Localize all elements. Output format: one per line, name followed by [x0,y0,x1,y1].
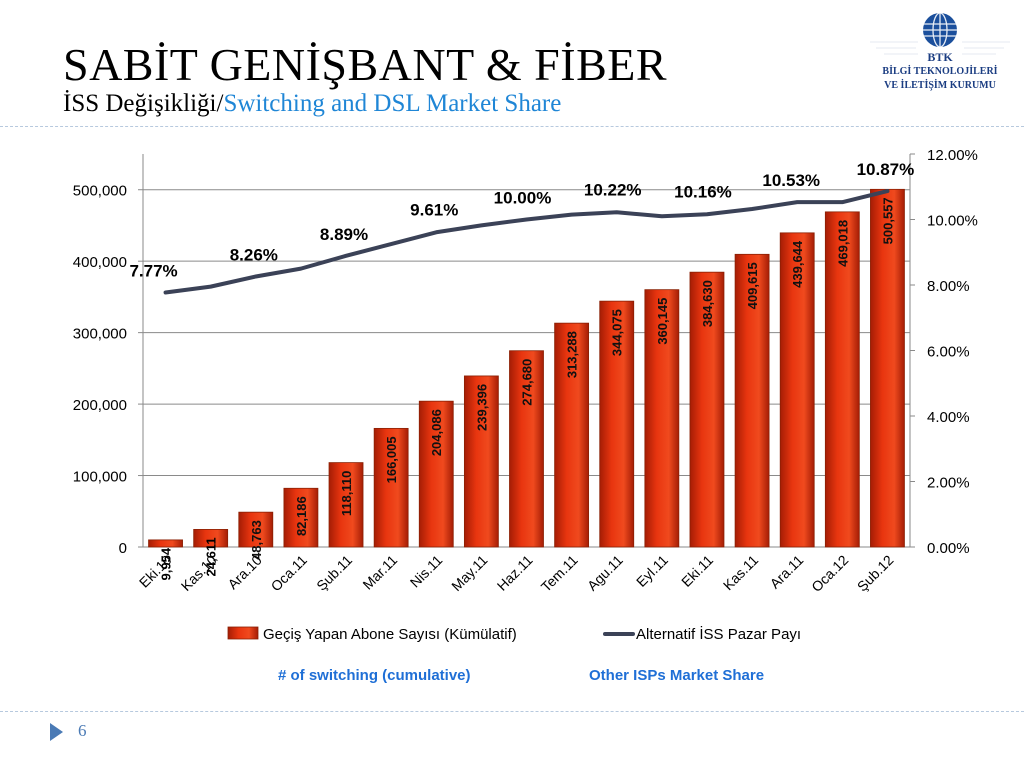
line-point-label: 10.22% [584,180,642,199]
y-left-tick-label: 200,000 [73,397,127,414]
line-point-label: 8.26% [230,245,278,264]
annotation-market-share: Other ISPs Market Share [589,667,765,684]
bar [644,289,680,548]
bar-value-label: 439,644 [790,240,805,288]
y-right-tick-label: 2.00% [927,475,970,492]
x-tick-label: Eki.11 [678,552,716,590]
page-number: 6 [78,721,87,740]
y-right-tick-label: 8.00% [927,278,970,295]
x-tick-label: Kas.11 [720,552,762,594]
bar-value-label: 360,145 [655,298,670,345]
line-point-label: 10.53% [762,171,820,190]
x-tick-label: May.11 [448,552,490,594]
subtitle-english: Switching and DSL Market Share [223,90,562,117]
bar [824,211,860,548]
y-right-tick-label: 0.00% [927,540,970,557]
legend-bar-swatch [227,626,259,640]
bar-value-label: 500,557 [880,197,895,244]
footer-divider [0,711,1024,712]
x-tick-label: Oca.12 [808,552,851,595]
bar-value-label: 313,288 [565,331,580,378]
logo-abbr: BTK [927,50,953,64]
bar-value-label: 344,075 [610,309,625,356]
annotation-switching: # of switching (cumulative) [278,667,471,684]
bar [734,253,770,548]
bar-value-label: 9,954 [159,547,174,580]
bar [463,375,499,548]
y-left-tick-label: 300,000 [73,326,127,343]
legend-bar-label: Geçiş Yapan Abone Sayısı (Kümülatif) [263,626,517,643]
bar-value-label: 384,630 [700,280,715,327]
slide-subtitle: İSS Değişikliği/Switching and DSL Market… [63,90,561,118]
bar-value-label: 204,086 [429,409,444,456]
logo-line2: VE İLETİŞİM KURUMU [884,80,996,91]
subtitle-turkish: İSS Değişikliği/ [63,90,224,117]
bar [554,322,590,548]
bar-value-label: 409,615 [745,262,760,309]
bar [870,188,905,548]
x-tick-label: Mar.11 [359,552,400,593]
y-left-tick-label: 400,000 [73,254,127,271]
x-tick-label: Ara.11 [767,552,807,592]
y-right-tick-label: 10.00% [927,213,978,230]
bar [193,529,229,548]
x-tick-label: Ara.10 [224,552,265,593]
line-point-label: 10.00% [494,189,552,208]
header-divider [0,126,1024,127]
x-tick-label: Agu.11 [584,552,626,594]
bar [599,300,635,548]
logo-line1: BİLGİ TEKNOLOJİLERİ [882,66,998,77]
combo-chart: 0 100,000 200,000 300,000 400,000 500,000 0.00… [73,147,978,643]
bar-value-label: 118,110 [339,471,354,517]
x-tick-label: Haz.11 [494,552,536,594]
bar-value-label: 48,763 [249,520,264,560]
line-point-label: 7.77% [129,262,177,281]
market-share-line [163,189,890,295]
bar-value-label: 24,611 [204,537,219,576]
y-left-tick-label: 0 [119,540,127,557]
x-tick-label: Şub.12 [854,552,897,595]
bar-value-label: 274,680 [520,359,535,406]
y-right-tick-label: 12.00% [927,147,978,164]
slide-title: SABİT GENİŞBANT & FİBER [63,39,668,90]
x-tick-label: Eyl.11 [633,552,671,590]
line-point-label: 8.89% [320,225,368,244]
btk-globe-logo-icon [870,12,1010,55]
x-tick-label: Şub.11 [313,552,355,594]
line-point-label: 10.87% [857,160,915,179]
x-tick-label: Oca.11 [268,552,311,595]
bar [689,271,725,548]
bar [328,462,364,548]
x-tick-label: Tem.11 [538,552,581,595]
bar [283,487,319,548]
bar [418,400,454,548]
line-point-label: 10.16% [674,182,732,201]
bar-value-label: 469,018 [835,220,850,267]
y-right-tick-label: 4.00% [927,409,970,426]
bar [238,511,274,548]
bar [509,350,544,548]
bar-value-label: 239,396 [474,384,489,431]
bar [779,232,815,548]
play-arrow-icon [50,723,63,741]
bar [373,427,409,548]
bar-value-label: 82,186 [294,496,309,536]
y-right-tick-label: 6.00% [927,344,970,361]
legend-line-label: Alternatif İSS Pazar Payı [636,625,801,643]
bar-value-label: 166,005 [384,436,399,483]
y-left-tick-label: 100,000 [73,469,127,486]
y-left-tick-label: 500,000 [73,183,127,200]
x-tick-label: Nis.11 [407,552,446,591]
bar [148,539,183,548]
line-point-label: 9.61% [410,200,458,219]
